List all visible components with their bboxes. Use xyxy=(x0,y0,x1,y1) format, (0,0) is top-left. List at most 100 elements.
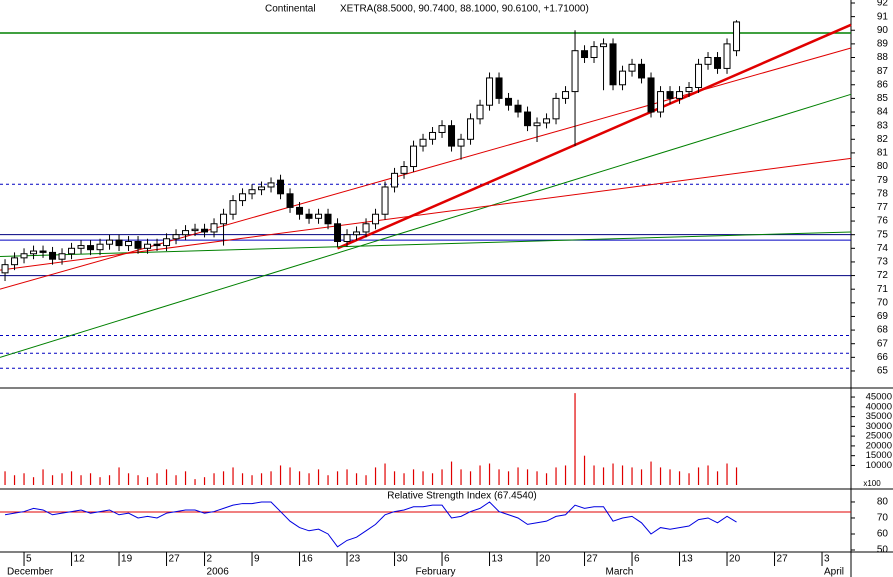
candle-body xyxy=(524,111,532,127)
y-tick-label: 71 xyxy=(877,284,889,295)
x-tick-label: 30 xyxy=(397,554,409,565)
x-tick-label: 13 xyxy=(492,554,504,565)
y-tick-label: 72 xyxy=(877,270,889,281)
candle-body xyxy=(514,104,522,113)
y-tick-label: 76 xyxy=(877,216,889,227)
candle-body xyxy=(153,243,161,247)
candle-body xyxy=(562,91,570,99)
x-tick-label: 23 xyxy=(349,554,361,565)
x-tick-label: 20 xyxy=(729,554,741,565)
y-tick-label: 77 xyxy=(877,202,889,213)
candle-body xyxy=(486,77,494,106)
candle-body xyxy=(115,239,123,247)
trend-line xyxy=(337,23,852,250)
candle-body xyxy=(172,234,180,240)
candle-body xyxy=(77,245,85,249)
trend-line xyxy=(0,93,852,358)
candle-body xyxy=(144,243,152,249)
y-tick-label: 65 xyxy=(877,366,889,377)
x-tick-label: 27 xyxy=(777,554,789,565)
candle-body xyxy=(11,257,19,266)
candle-body xyxy=(533,122,541,127)
candle-body xyxy=(58,253,66,260)
x-tick-label: 6 xyxy=(444,554,450,565)
candle-body xyxy=(163,238,171,247)
x-tick-label: 9 xyxy=(254,554,260,565)
y-tick-label: 70 xyxy=(877,297,889,308)
x-tick-label: 27 xyxy=(587,554,599,565)
candle-body xyxy=(106,239,114,245)
chart-title: Continental xyxy=(265,4,316,15)
candle-body xyxy=(666,91,674,99)
y-tick-label: 69 xyxy=(877,311,889,322)
y-tick-label: 74 xyxy=(877,243,889,254)
candle-body xyxy=(400,166,408,174)
rsi-line xyxy=(4,501,737,548)
candle-body xyxy=(600,43,608,48)
y-tick-label: 67 xyxy=(877,338,889,349)
candle-body xyxy=(87,245,95,251)
candle-body xyxy=(505,97,513,106)
y-tick-label: 88 xyxy=(877,52,889,63)
candle-body xyxy=(448,125,456,147)
candle-body xyxy=(457,138,465,147)
candle-body xyxy=(248,189,256,195)
y-tick-label: 81 xyxy=(877,148,889,159)
candle-body xyxy=(381,186,389,215)
y-tick-label: 86 xyxy=(877,79,889,90)
candle-body xyxy=(676,91,684,99)
x-tick-label: 3 xyxy=(824,554,830,565)
y-tick-label: 90 xyxy=(877,25,889,36)
month-label: 2006 xyxy=(207,567,230,577)
candle-body xyxy=(543,118,551,124)
y-tick-label: 82 xyxy=(877,134,889,145)
month-label: March xyxy=(606,567,634,577)
x-tick-label: 19 xyxy=(121,554,133,565)
y-tick-label: 78 xyxy=(877,188,889,199)
y-tick-label: 84 xyxy=(877,107,889,118)
candle-body xyxy=(30,250,38,255)
month-label: February xyxy=(416,567,456,577)
candle-body xyxy=(296,206,304,215)
candle-body xyxy=(191,228,199,232)
candle-body xyxy=(410,145,418,168)
x-tick-label: 16 xyxy=(302,554,314,565)
candle-body xyxy=(695,63,703,88)
candle-body xyxy=(353,231,361,236)
y-tick-label: 75 xyxy=(877,229,889,240)
trend-line xyxy=(0,47,852,290)
candle-body xyxy=(125,240,133,247)
volume-unit: x100 xyxy=(863,479,881,488)
candle-body xyxy=(552,97,560,120)
candle-body xyxy=(590,46,598,59)
rsi-tick-label: 50 xyxy=(877,545,889,556)
volume-tick-label: 20000 xyxy=(866,440,892,451)
candle-body xyxy=(39,250,47,253)
candle-body xyxy=(96,243,104,251)
y-tick-label: 87 xyxy=(877,66,889,77)
candle-body xyxy=(182,230,190,236)
volume-tick-label: 25000 xyxy=(866,431,892,442)
candle-body xyxy=(343,234,351,242)
x-tick-label: 27 xyxy=(169,554,181,565)
candle-body xyxy=(305,213,313,219)
candle-body xyxy=(315,213,323,219)
rsi-title: Relative Strength Index (67.4540) xyxy=(387,491,537,502)
candle-body xyxy=(609,43,617,86)
x-tick-label: 20 xyxy=(539,554,551,565)
x-tick-label: 6 xyxy=(634,554,640,565)
y-tick-label: 66 xyxy=(877,352,889,363)
y-tick-label: 91 xyxy=(877,11,889,22)
candle-body xyxy=(201,228,209,233)
y-tick-label: 92 xyxy=(877,0,889,9)
candle-body xyxy=(220,213,228,225)
candle-body xyxy=(134,240,142,249)
candle-body xyxy=(324,213,332,225)
y-tick-label: 79 xyxy=(877,175,889,186)
candle-body xyxy=(714,57,722,69)
candle-body xyxy=(239,193,247,202)
volume-tick-label: 35000 xyxy=(866,411,892,422)
candle-body xyxy=(258,186,266,191)
